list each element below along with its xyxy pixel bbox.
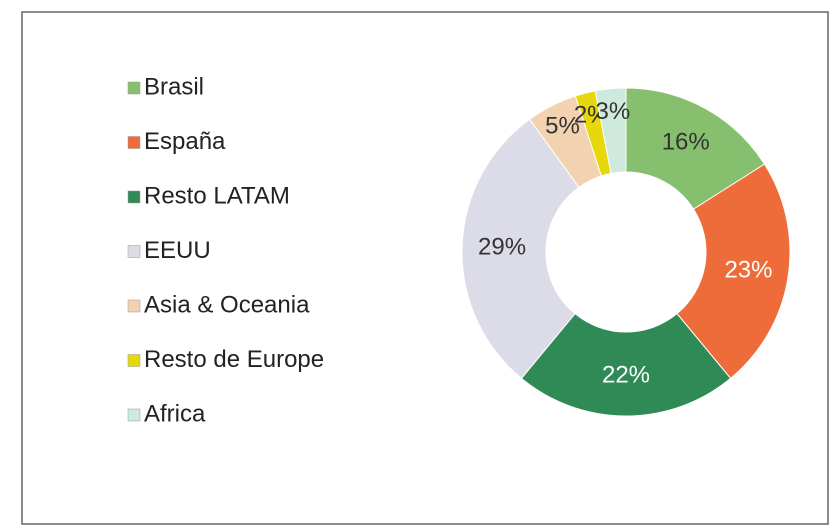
data-label: 5% [545, 113, 580, 140]
data-label: 23% [724, 257, 772, 284]
donut-segment [625, 87, 766, 210]
donut-segment [594, 87, 627, 175]
legend-marker [127, 299, 141, 313]
legend-label: Resto de Europe [144, 346, 324, 373]
legend-label: Brasil [144, 73, 204, 100]
frame [21, 11, 829, 525]
legend-label: España [144, 128, 226, 155]
legend-marker [127, 408, 141, 422]
donut-segment [461, 118, 580, 380]
donut-segment [676, 163, 791, 380]
donut-segment [520, 312, 732, 417]
data-label: 3% [595, 98, 630, 125]
legend-label: Africa [144, 400, 206, 427]
data-label: 29% [478, 233, 526, 260]
legend-label: EEUU [144, 237, 211, 264]
legend-marker [127, 190, 141, 204]
legend-marker [127, 81, 141, 95]
legend-marker [127, 245, 141, 258]
legend-label: Asia & Oceania [144, 291, 310, 318]
data-label: 22% [602, 361, 650, 388]
legend-label: Resto LATAM [144, 182, 290, 209]
legend-marker [127, 354, 141, 367]
legend-marker [127, 136, 141, 149]
data-label: 16% [662, 129, 710, 156]
